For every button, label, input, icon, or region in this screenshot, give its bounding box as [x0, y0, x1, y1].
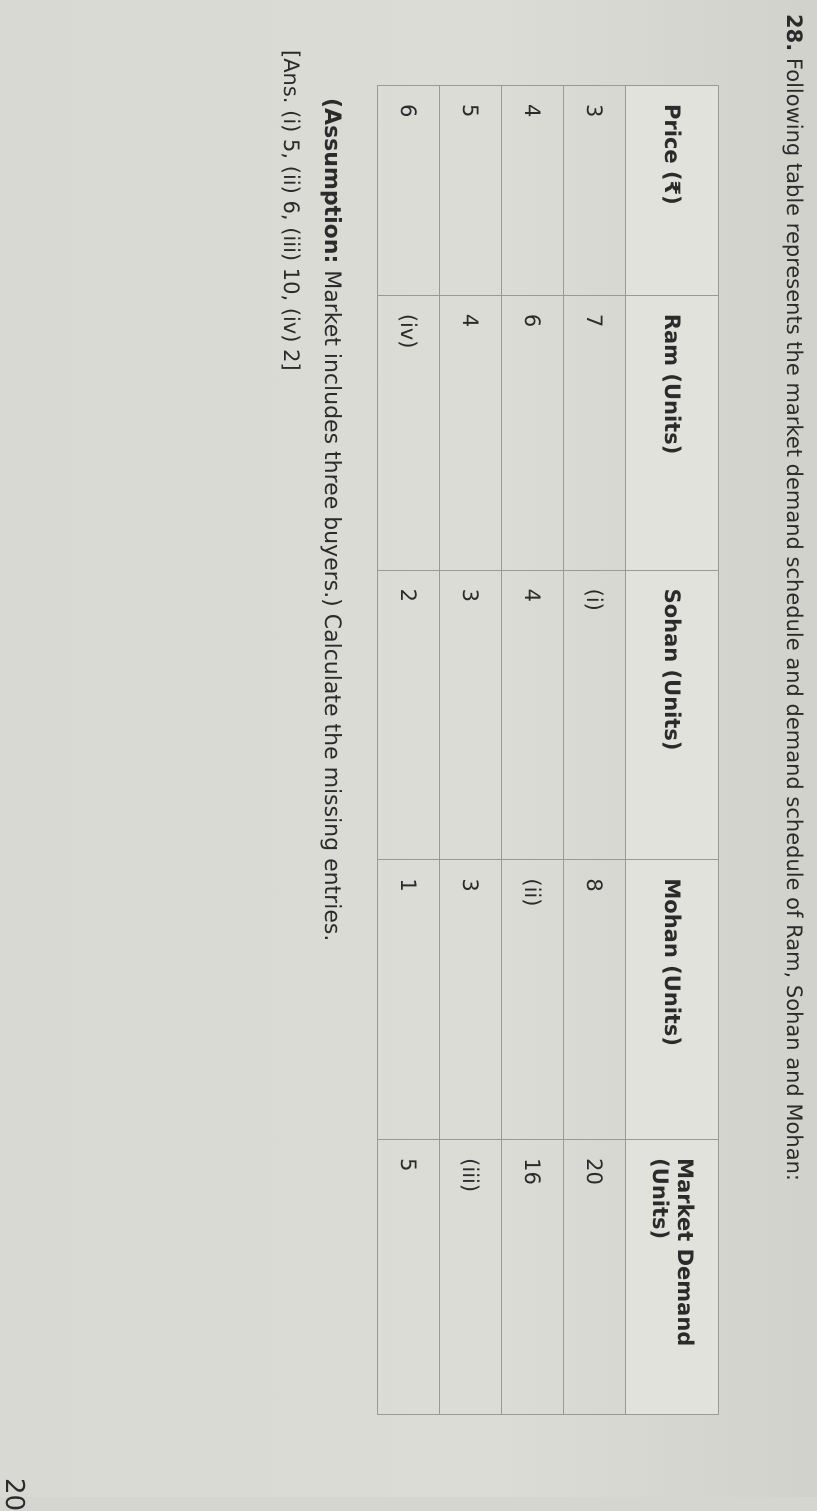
header-mohan: Mohan (Units)	[625, 859, 719, 1140]
cell: 4	[439, 295, 502, 571]
cell: 4	[501, 85, 564, 296]
table-row: 3 7 (i) 8 20	[563, 85, 626, 1415]
demand-schedule-table: Price (₹) Ram (Units) Sohan (Units) Moha…	[377, 85, 719, 1415]
cell: 8	[563, 859, 626, 1140]
cell: 6	[501, 295, 564, 571]
answer-text: [Ans. (i) 5, (ii) 6, (iii) 10, (iv) 2]	[279, 50, 303, 371]
question: 28. Following table represents the marke…	[779, 14, 809, 1484]
cell: (ii)	[501, 859, 564, 1140]
question-number: 28.	[782, 14, 806, 52]
cell: (iii)	[439, 1139, 502, 1415]
assumption-note: (Assumption: Market includes three buyer…	[319, 98, 344, 941]
table-row: 4 6 4 (ii) 16	[501, 85, 564, 1415]
page-number: 20	[0, 1478, 29, 1511]
table-row: 6 (iv) 2 1 5	[377, 85, 440, 1415]
header-price: Price (₹)	[625, 85, 719, 296]
table-header-row: Price (₹) Ram (Units) Sohan (Units) Moha…	[625, 85, 719, 1415]
cell: 3	[563, 85, 626, 296]
cell: 16	[501, 1139, 564, 1415]
assumption-text: Market includes three buyers.) Calculate…	[319, 263, 344, 942]
cell: 20	[563, 1139, 626, 1415]
cell: 3	[439, 570, 502, 860]
cell: 1	[377, 859, 440, 1140]
cell: 5	[377, 1139, 440, 1415]
cell: 3	[439, 859, 502, 1140]
cell: 5	[439, 85, 502, 296]
cell: 4	[501, 570, 564, 860]
header-ram: Ram (Units)	[625, 295, 719, 571]
header-sohan: Sohan (Units)	[625, 570, 719, 860]
cell: (i)	[563, 570, 626, 860]
header-market-demand: Market Demand (Units)	[625, 1139, 719, 1415]
cell: 6	[377, 85, 440, 296]
assumption-label: (Assumption:	[319, 98, 344, 264]
table-row: 5 4 3 3 (iii)	[439, 85, 502, 1415]
cell: 2	[377, 570, 440, 860]
question-text: Following table represents the market de…	[782, 57, 806, 1181]
cell: (iv)	[377, 295, 440, 571]
cell: 7	[563, 295, 626, 571]
